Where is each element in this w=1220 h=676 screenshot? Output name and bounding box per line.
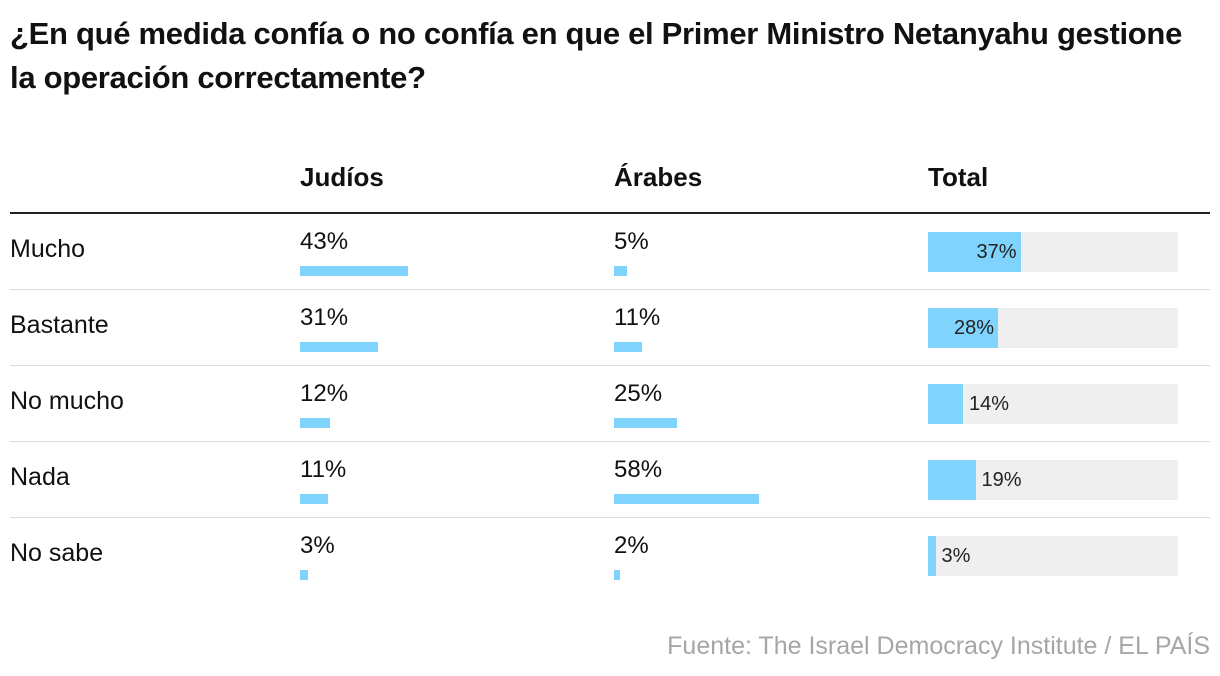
column-header-total: Total <box>928 162 989 192</box>
row-label: Nada <box>10 463 70 491</box>
arabes-cell: 25% <box>614 380 677 428</box>
column-header-judios: Judíos <box>300 162 384 192</box>
arabes-value-label: 5% <box>614 228 649 255</box>
judios-bar <box>300 266 408 276</box>
total-bar <box>928 308 998 348</box>
row-label: No mucho <box>10 387 124 415</box>
arabes-bar <box>614 266 627 276</box>
total-bar <box>928 232 1021 272</box>
judios-bar <box>300 342 378 352</box>
judios-cell: 31% <box>300 304 378 352</box>
row-divider <box>10 365 1210 366</box>
chart-title: ¿En qué medida confía o no confía en que… <box>10 16 1183 95</box>
judios-bar <box>300 570 308 580</box>
total-value-label: 28% <box>953 317 994 339</box>
arabes-value-label: 11% <box>614 304 661 331</box>
row-divider <box>10 517 1210 518</box>
row-divider <box>10 289 1210 290</box>
arabes-bar <box>614 570 620 580</box>
total-value-label: 14% <box>969 393 1010 415</box>
arabes-value-label: 25% <box>614 380 663 407</box>
judios-bar <box>300 418 330 428</box>
table-row: Mucho 43% 5% 37% <box>10 214 1210 290</box>
total-bar-track: 3% <box>928 536 1178 576</box>
arabes-cell: 2% <box>614 532 649 580</box>
row-divider <box>10 441 1210 442</box>
row-label: Mucho <box>10 235 86 263</box>
judios-value-label: 31% <box>300 304 349 331</box>
total-bar <box>928 460 976 500</box>
total-value-label: 19% <box>981 469 1022 491</box>
judios-cell: 12% <box>300 380 349 428</box>
arabes-bar <box>614 494 759 504</box>
row-label: Bastante <box>10 311 109 339</box>
judios-value-label: 3% <box>300 532 335 559</box>
arabes-bar <box>614 342 642 352</box>
judios-value-label: 12% <box>300 380 349 407</box>
judios-cell: 11% <box>300 456 347 504</box>
table-row: Bastante 31% 11% 28% <box>10 290 1210 366</box>
column-header-arabes: Árabes <box>614 162 703 192</box>
source-credit: Fuente: The Israel Democracy Institute /… <box>667 632 1210 660</box>
total-bar-track: 37% <box>928 232 1178 272</box>
total-value-label: 3% <box>941 545 971 567</box>
table-row: No sabe 3% 2% 3% <box>10 518 1210 594</box>
total-bar <box>928 536 936 576</box>
judios-bar <box>300 494 328 504</box>
arabes-cell: 11% <box>614 304 661 352</box>
table-row: No mucho 12% 25% 14% <box>10 366 1210 442</box>
arabes-cell: 5% <box>614 228 649 276</box>
arabes-cell: 58% <box>614 456 759 504</box>
table-row: Nada 11% 58% 19% <box>10 442 1210 518</box>
total-value-label: 37% <box>976 241 1017 263</box>
total-bar <box>928 384 963 424</box>
header-divider <box>10 212 1210 214</box>
arabes-value-label: 58% <box>614 456 663 483</box>
total-bar-track: 28% <box>928 308 1178 348</box>
judios-cell: 43% <box>300 228 408 276</box>
judios-value-label: 43% <box>300 228 349 255</box>
row-label: No sabe <box>10 539 104 567</box>
arabes-bar <box>614 418 677 428</box>
total-bar-track: 19% <box>928 460 1178 500</box>
total-bar-track: 14% <box>928 384 1178 424</box>
judios-cell: 3% <box>300 532 335 580</box>
judios-value-label: 11% <box>300 456 347 483</box>
arabes-value-label: 2% <box>614 532 649 559</box>
